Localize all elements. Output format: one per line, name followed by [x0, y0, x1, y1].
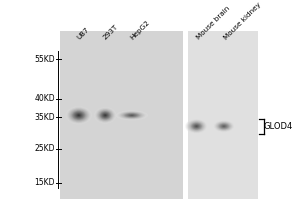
Ellipse shape	[97, 109, 114, 122]
Ellipse shape	[95, 108, 116, 123]
Ellipse shape	[192, 123, 201, 129]
Ellipse shape	[78, 115, 80, 116]
Ellipse shape	[71, 110, 86, 121]
Text: 293T: 293T	[102, 23, 119, 41]
Ellipse shape	[189, 121, 204, 131]
Text: Mouse kidney: Mouse kidney	[223, 1, 262, 41]
Text: 40KD: 40KD	[34, 94, 55, 103]
Ellipse shape	[187, 120, 206, 133]
Ellipse shape	[68, 108, 90, 123]
Ellipse shape	[76, 114, 81, 117]
Ellipse shape	[218, 123, 230, 129]
Ellipse shape	[129, 114, 134, 116]
Ellipse shape	[98, 110, 113, 121]
Ellipse shape	[116, 110, 148, 120]
Ellipse shape	[117, 111, 147, 120]
Ellipse shape	[94, 107, 116, 124]
Ellipse shape	[185, 119, 208, 134]
Ellipse shape	[100, 112, 110, 119]
Text: GLOD4: GLOD4	[263, 122, 292, 131]
Text: 15KD: 15KD	[35, 178, 55, 187]
Ellipse shape	[100, 111, 111, 120]
Text: 35KD: 35KD	[34, 113, 55, 122]
Ellipse shape	[72, 111, 86, 120]
Ellipse shape	[216, 122, 231, 130]
Ellipse shape	[190, 122, 203, 131]
Ellipse shape	[186, 119, 207, 133]
Ellipse shape	[223, 126, 225, 127]
Ellipse shape	[67, 107, 91, 124]
Ellipse shape	[122, 112, 141, 118]
Ellipse shape	[213, 120, 235, 133]
Ellipse shape	[219, 124, 229, 129]
Text: HepG2: HepG2	[129, 19, 151, 41]
Text: Mouse brain: Mouse brain	[195, 5, 231, 41]
Ellipse shape	[101, 113, 109, 118]
Ellipse shape	[126, 114, 137, 117]
Ellipse shape	[220, 124, 228, 128]
Ellipse shape	[188, 121, 205, 132]
Ellipse shape	[125, 113, 139, 117]
Ellipse shape	[102, 113, 108, 117]
Ellipse shape	[124, 113, 140, 118]
Bar	[188, 31, 258, 199]
Ellipse shape	[196, 126, 197, 127]
Ellipse shape	[73, 111, 84, 119]
Ellipse shape	[70, 109, 88, 121]
Ellipse shape	[75, 113, 82, 118]
Ellipse shape	[121, 112, 142, 119]
Ellipse shape	[193, 124, 200, 129]
Ellipse shape	[194, 124, 199, 128]
Ellipse shape	[74, 112, 83, 118]
Ellipse shape	[69, 108, 89, 122]
Bar	[60, 31, 183, 199]
Text: U87: U87	[76, 26, 90, 41]
Ellipse shape	[104, 115, 106, 116]
Ellipse shape	[214, 120, 234, 132]
Ellipse shape	[103, 114, 107, 117]
Text: 25KD: 25KD	[35, 144, 55, 153]
Ellipse shape	[65, 106, 92, 125]
Ellipse shape	[99, 110, 112, 120]
Ellipse shape	[191, 122, 202, 130]
Ellipse shape	[195, 125, 198, 128]
Ellipse shape	[221, 125, 227, 128]
Ellipse shape	[222, 125, 226, 127]
Ellipse shape	[214, 121, 233, 132]
Ellipse shape	[130, 115, 133, 116]
Text: 55KD: 55KD	[34, 55, 55, 64]
Ellipse shape	[215, 121, 232, 131]
Ellipse shape	[120, 112, 144, 119]
Ellipse shape	[118, 111, 145, 120]
Ellipse shape	[218, 123, 230, 130]
Ellipse shape	[96, 108, 115, 122]
Ellipse shape	[128, 114, 136, 117]
